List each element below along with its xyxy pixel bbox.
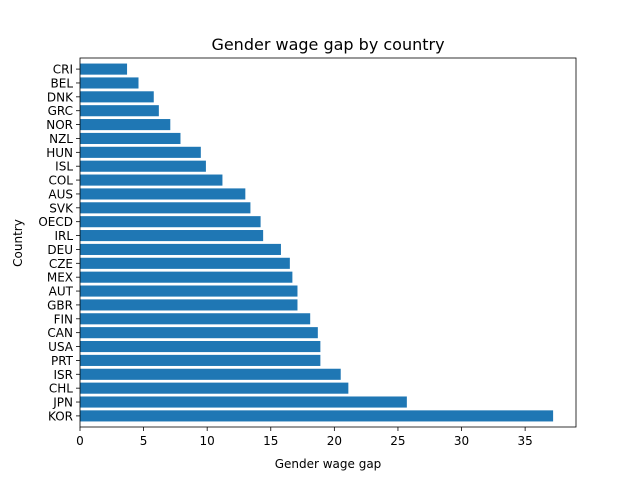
y-tick-label: JPN <box>52 396 73 410</box>
y-tick-label: GBR <box>47 298 73 312</box>
bar-isl <box>80 160 206 172</box>
bar-nzl <box>80 132 181 145</box>
y-tick-label: IRL <box>54 229 73 243</box>
chart-title: Gender wage gap by country <box>211 35 444 54</box>
x-axis-label: Gender wage gap <box>275 457 382 471</box>
bar-cze <box>80 257 290 269</box>
y-tick-label: ISR <box>54 368 74 382</box>
y-tick-label: HUN <box>46 146 73 160</box>
y-tick-label: NZL <box>49 132 73 146</box>
y-tick-label: CAN <box>47 326 73 340</box>
bar-mex <box>80 271 293 283</box>
x-tick-label: 0 <box>76 434 84 448</box>
bar-oecd <box>80 216 261 228</box>
y-tick-label: BEL <box>51 76 74 90</box>
bar-can <box>80 327 318 339</box>
y-tick-label: CZE <box>49 257 73 271</box>
y-tick-label: CHL <box>49 382 73 396</box>
bar-fin <box>80 313 311 325</box>
bar-gbr <box>80 299 298 311</box>
bar-chl <box>80 382 349 394</box>
bar-cri <box>80 63 128 75</box>
y-tick-label: FIN <box>54 312 73 326</box>
y-tick-label: SVK <box>49 201 74 215</box>
plot-frame <box>79 57 577 428</box>
y-tick-label: DNK <box>47 90 74 104</box>
y-tick-label: COL <box>48 174 73 188</box>
y-tick-label: NOR <box>46 118 73 132</box>
bar-irl <box>80 230 264 242</box>
y-tick-label: AUT <box>49 285 74 299</box>
bar-deu <box>80 243 281 255</box>
bar-grc <box>80 105 159 117</box>
bar-bel <box>80 77 139 89</box>
bar-col <box>80 174 223 186</box>
y-tick-label: MEX <box>47 271 73 285</box>
y-tick-label: CRI <box>53 63 73 77</box>
bar-kor <box>80 410 554 422</box>
x-tick-label: 10 <box>200 434 215 448</box>
bar-aut <box>80 285 298 297</box>
bar-prt <box>80 354 321 366</box>
y-tick-label: OECD <box>38 215 73 229</box>
y-tick-label: GRC <box>48 104 73 118</box>
bar-usa <box>80 340 321 353</box>
y-tick-label: AUS <box>48 187 73 201</box>
y-tick-label: ISL <box>55 160 73 174</box>
bar-hun <box>80 146 201 158</box>
x-tick-label: 15 <box>263 434 278 448</box>
x-tick-label: 5 <box>140 434 148 448</box>
bar-svk <box>80 202 251 214</box>
y-tick-label: KOR <box>48 409 73 423</box>
bar-dnk <box>80 91 154 103</box>
bar-nor <box>80 119 171 131</box>
y-axis-label: Country <box>11 219 25 267</box>
y-tick-label: DEU <box>47 243 73 257</box>
bar-isr <box>80 368 341 380</box>
x-tick-label: 25 <box>390 434 405 448</box>
bar-jpn <box>80 396 407 408</box>
y-tick-label: PRT <box>51 354 74 368</box>
plot-area: KORJPNCHLISRPRTUSACANFINGBRAUTMEXCZEDEUI… <box>38 57 577 448</box>
x-tick-label: 20 <box>327 434 342 448</box>
x-tick-label: 35 <box>517 434 532 448</box>
x-tick-label: 30 <box>454 434 469 448</box>
y-tick-label: USA <box>48 340 74 354</box>
bar-aus <box>80 188 246 200</box>
